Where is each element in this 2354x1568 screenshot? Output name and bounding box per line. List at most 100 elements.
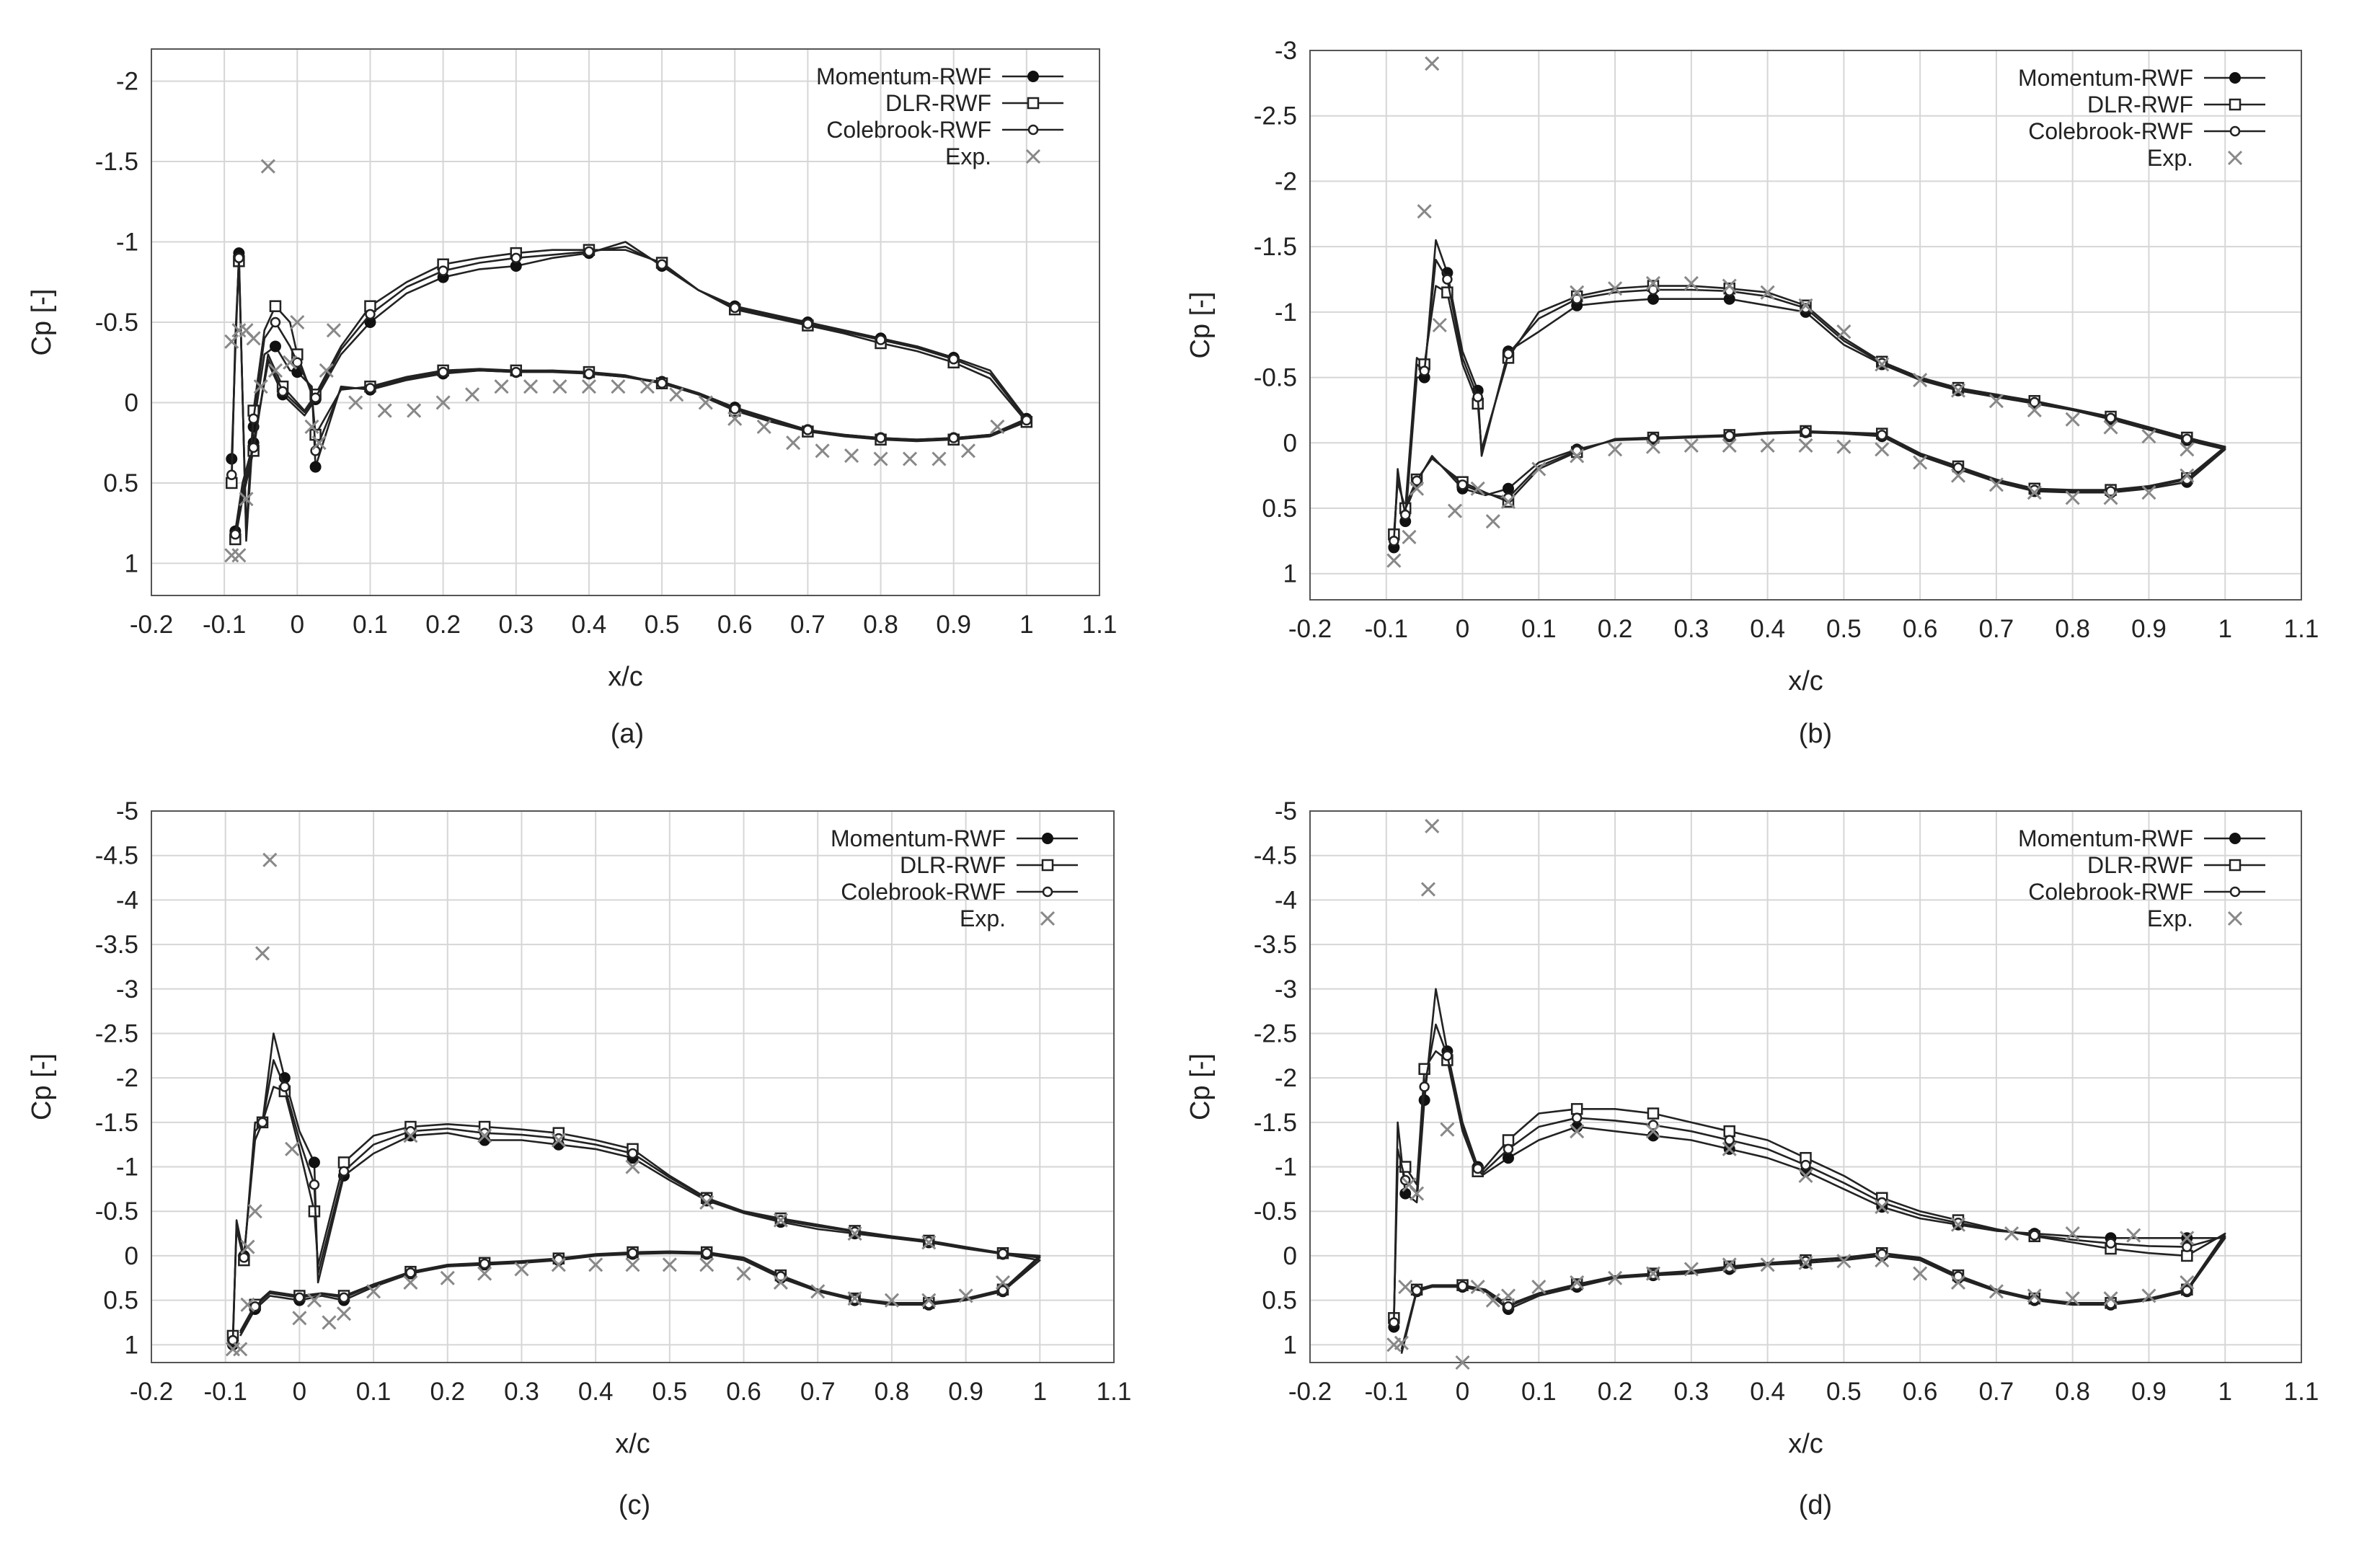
legend-label: DLR-RWF bbox=[2087, 852, 2193, 878]
legend-label: Colebrook-RWF bbox=[2028, 118, 2193, 144]
data-point bbox=[1836, 324, 1851, 340]
legend-marker bbox=[1042, 833, 1053, 844]
data-point bbox=[1571, 1280, 1583, 1290]
y-tick-label: -4 bbox=[116, 886, 138, 914]
data-point bbox=[479, 1128, 490, 1138]
data-point bbox=[1800, 303, 1811, 314]
data-point bbox=[2180, 1231, 2195, 1246]
data-point bbox=[1724, 1135, 1735, 1146]
y-axis-label: Cp [-] bbox=[27, 1053, 57, 1120]
y-axis-label: Cp [-] bbox=[1185, 1053, 1216, 1120]
chart-panel: -0.2 -0.1 0 0.1 0.2 0.3 0.4 0.5 0.6 0.7 0.8 0.9 1 1.1… bbox=[27, 797, 1131, 1520]
data-point bbox=[2103, 1291, 2118, 1306]
panel-caption: (b) bbox=[1799, 719, 1832, 749]
data-point bbox=[1647, 1107, 1660, 1120]
data-point bbox=[1531, 461, 1547, 477]
series-line bbox=[1393, 239, 2226, 548]
x-tick-label: 1 bbox=[2218, 1378, 2231, 1406]
data-point bbox=[1410, 481, 1425, 496]
x-tick-label: -0.2 bbox=[130, 1378, 173, 1406]
data-point bbox=[1647, 1120, 1659, 1130]
y-tick-label: 0 bbox=[125, 389, 138, 417]
y-tick-label: -5 bbox=[116, 797, 138, 825]
x-tick-label: 0.3 bbox=[504, 1378, 539, 1406]
legend-label: Exp. bbox=[2147, 145, 2193, 171]
data-point bbox=[1419, 366, 1430, 376]
data-point bbox=[1472, 391, 1483, 403]
y-axis-label: Cp [-] bbox=[1185, 292, 1216, 359]
data-point bbox=[269, 340, 281, 353]
legend-marker bbox=[2229, 72, 2241, 84]
data-point bbox=[1398, 1280, 1413, 1295]
data-point bbox=[627, 1247, 638, 1259]
data-point bbox=[308, 1205, 321, 1218]
series-line bbox=[1393, 285, 2226, 535]
x-tick-label: 0.8 bbox=[863, 611, 898, 639]
data-point bbox=[1570, 285, 1585, 300]
legend-marker bbox=[2229, 833, 2241, 844]
data-point bbox=[1021, 415, 1032, 426]
data-point bbox=[1389, 1317, 1399, 1328]
data-point bbox=[277, 386, 288, 397]
x-tick-label: 0.7 bbox=[800, 1378, 836, 1406]
data-point bbox=[786, 435, 801, 451]
data-point bbox=[311, 435, 327, 451]
y-tick-label: -2 bbox=[116, 68, 138, 96]
data-point bbox=[2105, 1238, 2116, 1249]
data-point bbox=[1798, 298, 1813, 313]
y-tick-label: -3.5 bbox=[1254, 931, 1297, 959]
data-point bbox=[1411, 475, 1422, 487]
data-point bbox=[239, 1252, 249, 1263]
x-tick-label: 1 bbox=[1033, 1378, 1047, 1406]
x-tick-label: 0.7 bbox=[790, 611, 826, 639]
y-tick-label: -1 bbox=[1275, 298, 1297, 327]
y-tick-label: -1 bbox=[116, 229, 138, 257]
data-point bbox=[902, 451, 918, 466]
x-tick-label: 0.2 bbox=[1598, 1378, 1633, 1406]
data-point bbox=[1502, 1134, 1515, 1146]
data-point bbox=[729, 404, 740, 415]
legend-label: Exp. bbox=[960, 905, 1006, 931]
x-tick-label: 0.1 bbox=[353, 611, 388, 639]
data-point bbox=[775, 1271, 787, 1282]
data-point bbox=[514, 1262, 529, 1277]
x-tick-label: 0.3 bbox=[1674, 615, 1709, 643]
series-dlr-rwf bbox=[226, 244, 1033, 546]
data-point bbox=[1500, 1288, 1516, 1303]
data-point bbox=[1570, 1124, 1585, 1139]
data-point bbox=[662, 1257, 677, 1272]
data-point bbox=[844, 448, 859, 464]
data-point bbox=[269, 300, 282, 312]
x-tick-label: 0.5 bbox=[1826, 615, 1862, 643]
data-point bbox=[1394, 1335, 1409, 1350]
data-point bbox=[2126, 1228, 2141, 1243]
x-tick-label: -0.1 bbox=[1365, 615, 1408, 643]
data-point bbox=[1447, 503, 1463, 518]
data-point bbox=[1875, 357, 1890, 372]
data-point bbox=[815, 443, 830, 459]
data-point bbox=[1440, 1122, 1455, 1137]
data-point bbox=[292, 1311, 307, 1326]
data-point bbox=[810, 1284, 826, 1299]
y-tick-label: -4 bbox=[1275, 886, 1297, 914]
x-tick-label: 1 bbox=[1019, 611, 1033, 639]
data-point bbox=[756, 419, 771, 434]
series-dlr-rwf bbox=[1388, 280, 2226, 541]
x-tick-label: 0.4 bbox=[572, 611, 607, 639]
data-point bbox=[1503, 482, 1514, 495]
x-tick-label: 0.6 bbox=[1903, 1378, 1938, 1406]
data-point bbox=[1836, 1254, 1851, 1269]
data-point bbox=[1760, 1257, 1775, 1272]
data-point bbox=[405, 1267, 416, 1278]
data-point bbox=[1950, 383, 1966, 398]
data-point bbox=[1531, 1280, 1547, 1295]
data-point bbox=[1798, 438, 1813, 453]
data-point bbox=[640, 379, 655, 394]
data-point bbox=[948, 354, 959, 365]
y-tick-label: -3 bbox=[1275, 37, 1297, 65]
legend-label: DLR-RWF bbox=[885, 90, 991, 116]
data-point bbox=[921, 1235, 937, 1250]
data-point bbox=[873, 451, 888, 466]
data-point bbox=[1724, 430, 1735, 441]
